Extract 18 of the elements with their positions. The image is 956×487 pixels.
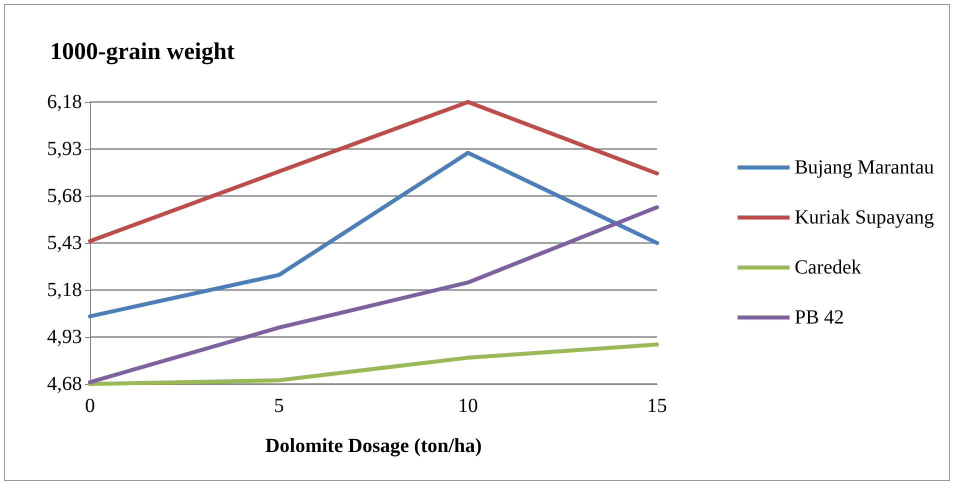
legend-label: Caredek (794, 256, 862, 278)
x-axis-title: Dolomite Dosage (ton/ha) (265, 435, 482, 457)
legend-label: Kuriak Supayang (794, 206, 934, 228)
x-tick-label: 0 (85, 395, 95, 417)
legend-label: Bujang Marantau (794, 156, 934, 178)
x-tick-label: 15 (647, 395, 667, 417)
legend-label: PB 42 (794, 306, 844, 328)
y-tick-label: 5,68 (47, 185, 82, 207)
y-tick-label: 4,93 (47, 326, 82, 348)
y-tick-label: 6,18 (47, 91, 82, 113)
chart-title: 1000-grain weight (50, 39, 235, 65)
y-tick-label: 5,18 (47, 279, 82, 301)
y-tick-label: 5,93 (47, 138, 82, 160)
x-tick-label: 5 (274, 395, 284, 417)
y-tick-label: 5,43 (47, 232, 82, 254)
line-series (88, 150, 659, 318)
x-tick-label: 10 (458, 395, 478, 417)
y-tick-label: 4,68 (47, 373, 82, 395)
